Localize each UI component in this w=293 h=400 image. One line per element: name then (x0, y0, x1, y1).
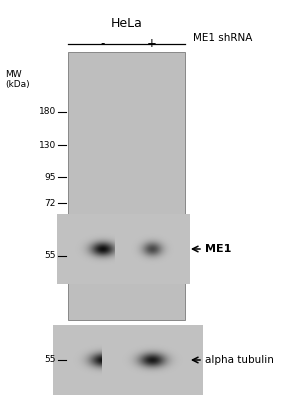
Text: 180: 180 (39, 108, 56, 116)
Text: 95: 95 (45, 172, 56, 182)
Text: 130: 130 (39, 140, 56, 150)
Text: alpha tubulin: alpha tubulin (205, 355, 274, 365)
Text: 72: 72 (45, 198, 56, 208)
Text: 55: 55 (45, 252, 56, 260)
Bar (68, 52, 185, 320)
Bar (68, 330, 185, 390)
Text: 55: 55 (45, 356, 56, 364)
Text: MW
(kDa): MW (kDa) (5, 70, 30, 89)
Text: HeLa: HeLa (110, 17, 142, 30)
Text: ME1 shRNA: ME1 shRNA (193, 33, 252, 43)
Text: -: - (101, 37, 105, 50)
Text: +: + (147, 37, 157, 50)
Text: ME1: ME1 (205, 244, 231, 254)
